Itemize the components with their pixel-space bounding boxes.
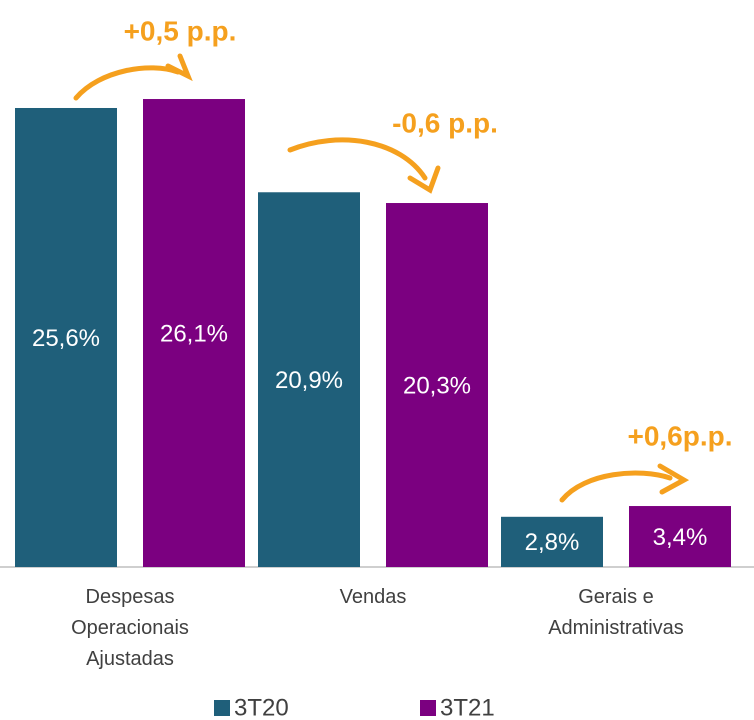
legend-label: 3T20 <box>234 694 289 720</box>
arrow <box>559 470 673 503</box>
x-tick-label: Vendas <box>339 586 407 608</box>
legend-label: 3T21 <box>440 694 495 720</box>
x-tick-label: Gerais e Administrativas <box>548 586 684 639</box>
arrows <box>73 53 690 503</box>
value-label: 2,8% <box>525 529 580 556</box>
legend-swatch <box>420 700 436 716</box>
value-label: 26,1% <box>160 320 228 347</box>
annotation: +0,5 p.p. <box>124 15 237 46</box>
arrow-head <box>165 53 193 82</box>
bar <box>629 506 731 567</box>
arrow <box>287 137 428 181</box>
arrow-head <box>657 463 690 495</box>
x-tick-label: Despesas Operacionais Ajustadas <box>71 586 189 670</box>
bar <box>15 107 117 567</box>
arrow-head <box>407 165 441 194</box>
bar <box>386 203 488 567</box>
legend-swatch <box>214 700 230 716</box>
bar <box>258 192 360 567</box>
bar <box>143 99 245 567</box>
annotation: +0,6p.p. <box>627 420 732 451</box>
value-label: 25,6% <box>32 325 100 352</box>
value-label: 3,4% <box>653 524 708 551</box>
arrow <box>73 65 181 101</box>
value-label: 20,3% <box>403 372 471 399</box>
bar <box>501 516 603 567</box>
annotation: -0,6 p.p. <box>392 107 498 138</box>
value-label: 20,9% <box>275 367 343 394</box>
